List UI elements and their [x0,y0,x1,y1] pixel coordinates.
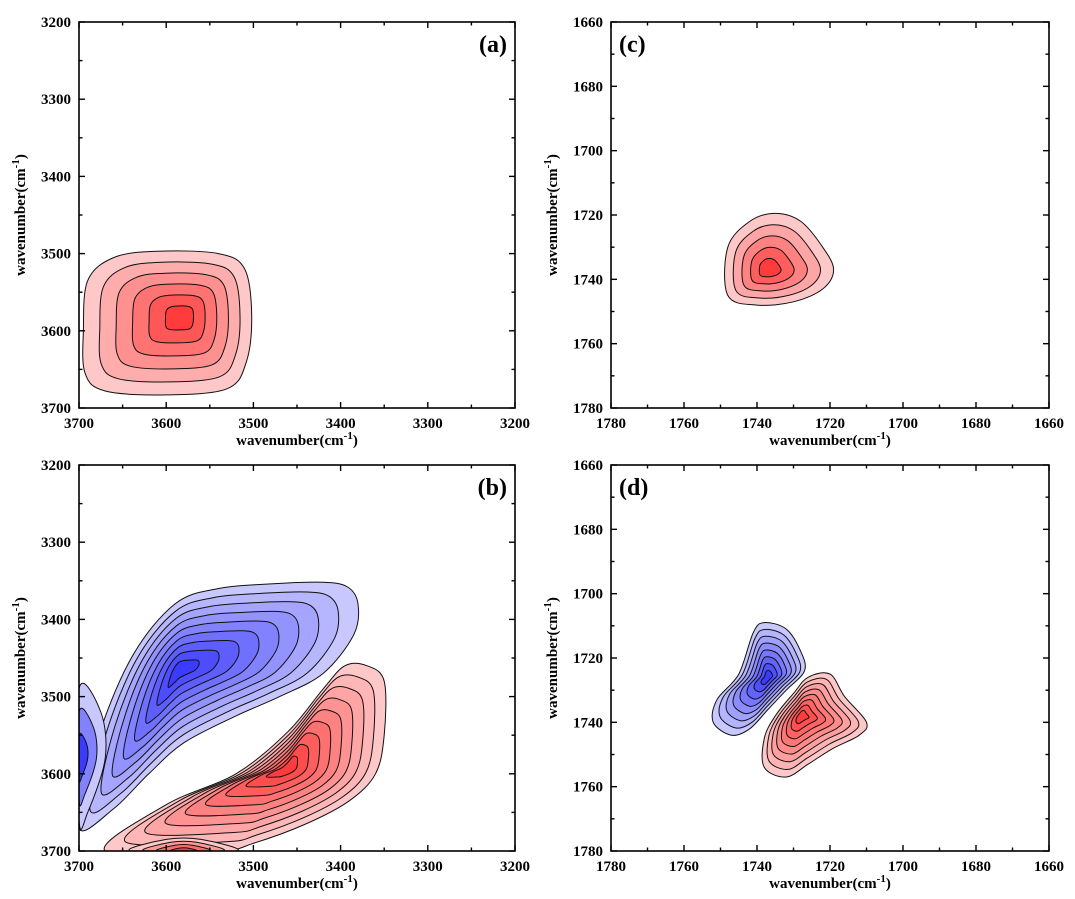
panel-d: 1780 1760 1740 1720 1700 1680 1660 1660 1680 1700… [542,458,1064,892]
panel-label: (a) [479,32,507,58]
y-tick-label: 3700 [41,844,71,860]
panel-label: (b) [478,475,507,501]
panel-a: 3700 3600 3500 3400 3300 3200 3200 3300 3400 3500… [10,15,530,449]
y-tick-label: 1740 [573,715,603,731]
contour-level-9 [167,659,200,689]
positive-peak [128,837,239,851]
x-tick-label: 1680 [961,416,991,432]
x-tick-label: 1700 [888,416,918,432]
x-tick-label: 3300 [413,416,443,432]
x-tick-label: 3700 [64,859,94,875]
y-tick-label: 1740 [573,272,603,288]
y-tick-label: 1760 [573,337,603,353]
y-tick-label: 1780 [573,844,603,860]
x-tick-label: 1780 [596,416,626,432]
y-tick-label: 1760 [573,780,603,796]
contour-level-8 [245,743,310,788]
contour-area [724,212,835,306]
x-tick-label: 3400 [326,416,356,432]
y-tick-label: 1700 [573,144,603,160]
x-tick-label: 3600 [151,416,181,432]
y-tick-label: 3600 [41,324,71,340]
x-tick-label: 1760 [669,859,699,875]
y-tick-label: 1720 [573,208,603,224]
x-tick-label: 1680 [961,859,991,875]
x-axis-label: wavenumber(cm-1) [236,430,358,449]
contour-area [79,581,387,851]
y-tick-label: 3600 [41,767,71,783]
y-tick-label: 1660 [573,458,603,474]
x-tick-label: 1760 [669,416,699,432]
y-tick-label: 3400 [41,169,71,185]
x-tick-label: 3500 [238,859,268,875]
y-tick-label: 3300 [41,535,71,551]
x-axis-label: wavenumber(cm-1) [236,873,358,892]
positive-peak [103,662,387,851]
y-tick-label: 3300 [41,92,71,108]
panel-label: (c) [619,32,646,58]
x-axis-label: wavenumber(cm-1) [769,430,891,449]
x-tick-label: 1660 [1034,859,1064,875]
x-tick-label: 3200 [500,416,530,432]
panel-c: 1780 1760 1740 1720 1700 1680 1660 1660 1680 1700… [542,15,1064,449]
contour-area [711,622,868,778]
negative-peak [79,682,107,830]
y-axis-label: wavenumber(cm-1) [542,597,561,719]
x-tick-label: 1720 [815,416,845,432]
contour-level-3 [79,732,89,783]
y-tick-label: 1780 [573,401,603,417]
x-tick-label: 3400 [326,859,356,875]
x-tick-label: 1780 [596,859,626,875]
x-tick-label: 3700 [64,416,94,432]
x-tick-label: 3200 [500,859,530,875]
plot-frame [610,21,1050,409]
contour-level-6 [164,305,195,331]
y-tick-label: 3700 [41,401,71,417]
positive-peak [724,212,835,306]
contour-level-8 [156,649,220,706]
contour-level-8 [795,710,810,725]
y-tick-label: 3200 [41,458,71,474]
y-tick-label: 1680 [573,79,603,95]
positive-peak [761,672,868,778]
negative-peak [79,581,360,832]
contour-level-8 [760,669,774,686]
x-axis-label: wavenumber(cm-1) [769,873,891,892]
y-tick-label: 1720 [573,651,603,667]
x-tick-label: 3300 [413,859,443,875]
x-tick-label: 3500 [238,416,268,432]
panel-b: 3700 3600 3500 3400 3300 3200 3200 3300 3400 3500… [10,458,530,892]
negative-peak [711,622,806,736]
y-tick-label: 3500 [41,690,71,706]
contour-level-9 [265,755,299,778]
y-tick-label: 3200 [41,15,71,31]
y-tick-label: 1680 [573,522,603,538]
y-axis-label: wavenumber(cm-1) [542,154,561,276]
y-axis-label: wavenumber(cm-1) [10,154,29,276]
plot-frame [610,464,1050,852]
y-tick-label: 1660 [573,15,603,31]
positive-peak [82,250,253,396]
y-tick-label: 1700 [573,587,603,603]
contour-area [82,250,253,396]
y-tick-label: 3500 [41,247,71,263]
y-tick-label: 3400 [41,612,71,628]
contour-level-5 [758,257,782,278]
panel-label: (d) [619,475,648,501]
x-tick-label: 1740 [742,416,772,432]
contour-level-4 [169,847,198,851]
x-tick-label: 3600 [151,859,181,875]
x-tick-label: 1740 [742,859,772,875]
x-tick-label: 1660 [1034,416,1064,432]
x-tick-label: 1720 [815,859,845,875]
y-axis-label: wavenumber(cm-1) [10,597,29,719]
x-tick-label: 1700 [888,859,918,875]
